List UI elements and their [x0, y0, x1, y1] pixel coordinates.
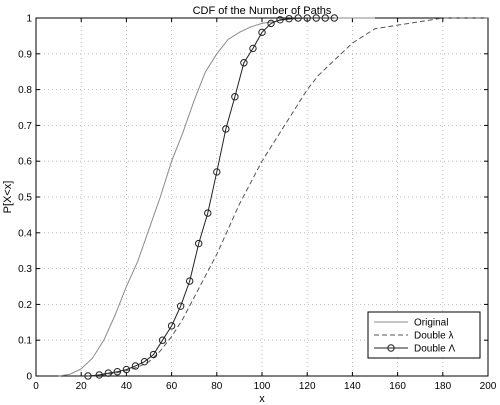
series-point	[122, 365, 131, 374]
y-tick-label: 0.6	[18, 157, 32, 168]
series-line	[87, 17, 335, 377]
series-point	[294, 14, 302, 22]
series-point	[321, 14, 329, 22]
y-tick-label: 0.2	[18, 300, 32, 311]
series-point	[104, 369, 113, 377]
series-point	[312, 14, 320, 22]
x-tick-label: 140	[344, 381, 361, 392]
y-tick-label: 0.7	[18, 121, 32, 132]
series-point	[167, 322, 176, 330]
series-point	[285, 15, 293, 23]
axis-ticks: 0 20 40 60 80 100 120 140 160 180 200 0 0.1 0.2 0.3 0.4…	[18, 14, 497, 393]
series-point	[222, 125, 230, 133]
series-point	[231, 93, 239, 101]
series-point	[185, 277, 194, 285]
x-tick-label: 40	[121, 381, 133, 392]
y-axis-title: P[X<x]	[2, 181, 14, 214]
y-tick-label: 1	[26, 14, 32, 25]
series-point	[303, 14, 311, 22]
y-tick-label: 0.5	[18, 193, 32, 204]
series-point	[149, 350, 158, 359]
y-tick-label: 0.4	[18, 228, 32, 239]
x-axis-title: x	[259, 393, 265, 405]
x-tick-label: 60	[166, 381, 178, 392]
y-tick-label: 0.9	[18, 49, 32, 60]
series-point	[113, 368, 122, 376]
series-point	[267, 19, 275, 28]
x-tick-label: 200	[480, 381, 497, 392]
x-tick-label: 80	[211, 381, 223, 392]
series-point	[240, 59, 248, 67]
series-point	[140, 357, 149, 366]
series-point	[213, 168, 221, 176]
legend-label: Double Λ	[414, 344, 455, 355]
series-1	[92, 17, 488, 377]
series-point	[176, 302, 185, 310]
y-tick-label: 0	[26, 372, 32, 383]
x-tick-label: 160	[389, 381, 406, 392]
x-tick-label: 100	[254, 381, 271, 392]
x-tick-label: 180	[434, 381, 451, 392]
series-point	[84, 372, 92, 380]
series-point	[330, 14, 339, 22]
y-tick-label: 0.8	[18, 85, 32, 96]
series-point	[204, 209, 212, 217]
x-tick-label: 120	[299, 381, 316, 392]
legend-marker	[387, 344, 395, 352]
legend: Original Double λ Double Λ	[367, 311, 481, 359]
series-point	[158, 336, 167, 344]
series-point	[249, 44, 257, 53]
y-tick-label: 0.1	[18, 336, 32, 347]
series-point	[131, 362, 140, 370]
series-point	[95, 371, 103, 379]
legend-label: Original	[414, 318, 448, 329]
series-2	[84, 14, 339, 380]
y-tick-label: 0.3	[18, 264, 32, 275]
series-point	[276, 16, 284, 24]
series-point	[258, 28, 266, 37]
legend-label: Double λ	[414, 331, 453, 342]
series-line	[92, 17, 488, 377]
chart-title: CDF of the Number of Paths	[193, 5, 332, 17]
x-tick-label: 20	[76, 381, 88, 392]
x-tick-label: 0	[33, 381, 39, 392]
series-layer	[58, 14, 488, 380]
series-point	[195, 239, 203, 248]
